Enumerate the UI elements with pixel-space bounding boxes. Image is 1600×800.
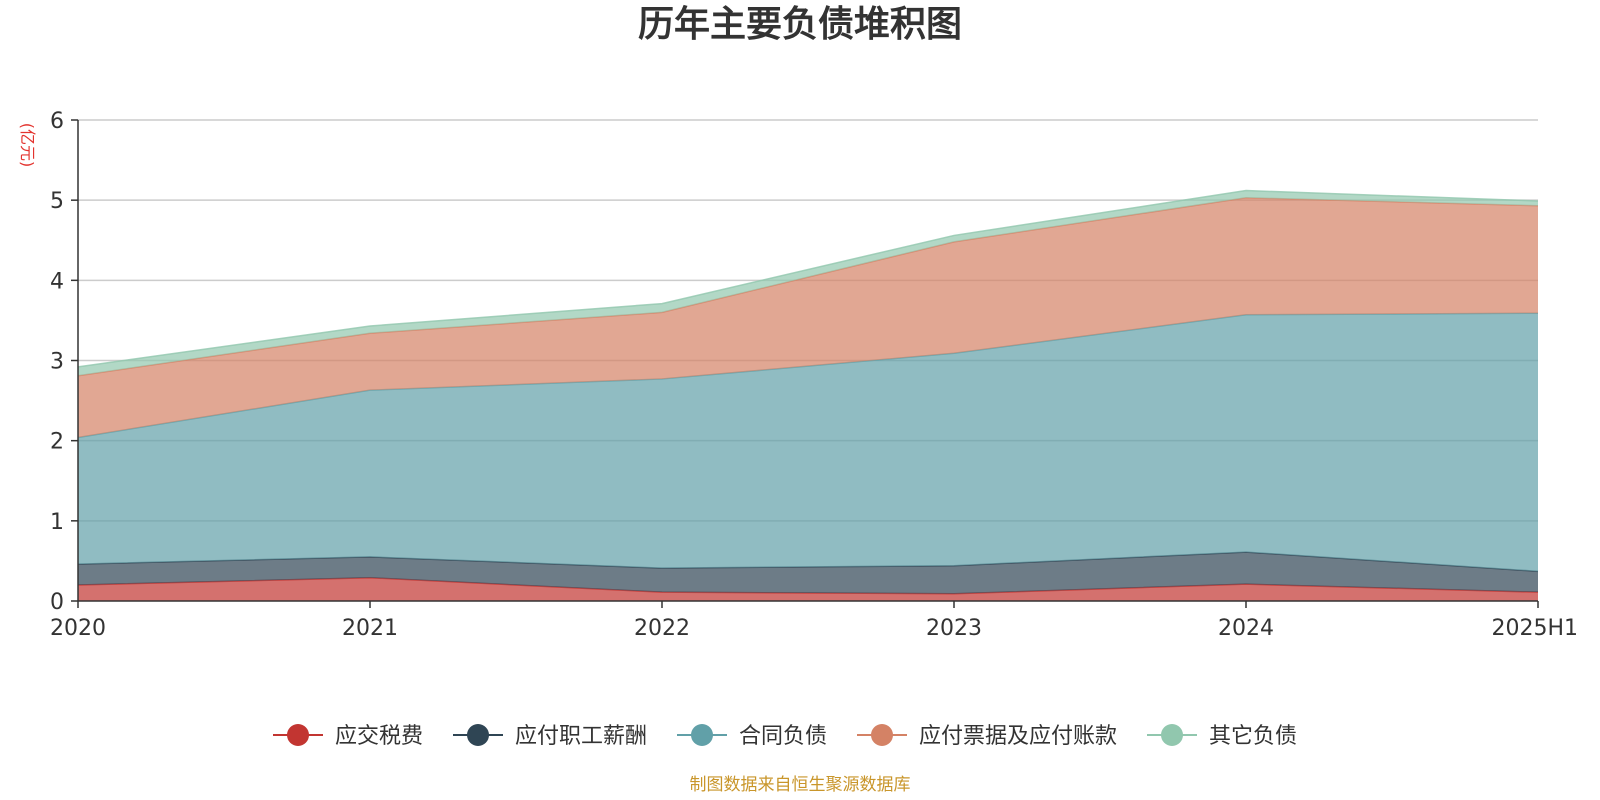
legend[interactable]: 应交税费 应付职工薪酬 合同负债 应付票据及应付账款 其它负债 <box>273 724 1297 749</box>
legend-label: 应交税费 <box>335 724 423 749</box>
legend-item-1[interactable]: 应交税费 <box>273 724 423 749</box>
x-tick-label: 2023 <box>926 616 982 641</box>
x-tick-label: 2024 <box>1218 616 1274 641</box>
x-tick-label: 2022 <box>634 616 690 641</box>
legend-label: 应付职工薪酬 <box>515 724 647 749</box>
legend-item-4[interactable]: 应付票据及应付账款 <box>857 724 1117 749</box>
data-source-note: 制图数据来自恒生聚源数据库 <box>690 775 911 795</box>
y-tick-label: 3 <box>50 350 64 375</box>
legend-label: 合同负债 <box>739 724 827 749</box>
area-series-group <box>77 189 1539 601</box>
x-tick-label: 2021 <box>342 616 398 641</box>
legend-label: 其它负债 <box>1209 724 1297 749</box>
y-tick-label: 0 <box>50 590 64 615</box>
legend-item-5[interactable]: 其它负债 <box>1147 724 1297 749</box>
legend-item-2[interactable]: 应付职工薪酬 <box>453 724 647 749</box>
legend-marker <box>1161 724 1183 746</box>
y-tick-label: 6 <box>50 109 64 134</box>
area-series-3 <box>78 313 1538 572</box>
axes: 0 1 2 3 4 5 6 2020 2021 2022 2023 2024 2025H1 <box>50 109 1578 641</box>
legend-marker <box>287 724 309 746</box>
y-tick-label: 5 <box>50 189 64 214</box>
legend-marker <box>691 724 713 746</box>
legend-marker <box>871 724 893 746</box>
area-series-2 <box>78 552 1538 594</box>
area-series-line-5 <box>77 189 1539 368</box>
legend-marker <box>467 724 489 746</box>
x-tick-label: 2025H1 <box>1491 616 1578 641</box>
x-tick-label: 2020 <box>50 616 106 641</box>
y-tick-label: 1 <box>50 510 64 535</box>
y-tick-label: 2 <box>50 430 64 455</box>
area-series-1 <box>78 577 1538 601</box>
legend-label: 应付票据及应付账款 <box>919 724 1117 749</box>
area-series-line-1 <box>77 577 1539 595</box>
legend-item-3[interactable]: 合同负债 <box>677 724 827 749</box>
y-tick-label: 4 <box>50 269 64 294</box>
chart-title: 历年主要负债堆积图 <box>638 4 962 45</box>
y-axis-unit-label: (亿元) <box>18 123 37 168</box>
area-series-4 <box>78 197 1538 438</box>
